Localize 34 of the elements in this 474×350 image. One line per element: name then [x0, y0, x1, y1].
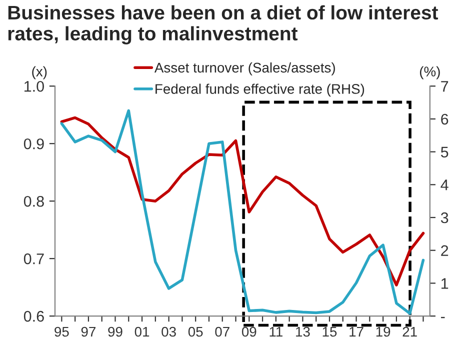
x-tick-label: 09 [242, 326, 256, 337]
line-series [60, 116, 425, 286]
y-tick-label: 1.0 [24, 80, 44, 92]
y2-tick-label: 4 [440, 180, 448, 190]
y-axis-title: (x) [32, 66, 47, 80]
y2-tick-label: 3 [440, 212, 448, 224]
x-tick-label: 95 [54, 326, 69, 337]
x-tick-label: 13 [296, 326, 310, 337]
line-series [60, 109, 425, 315]
x-tick-label: 01 [134, 326, 150, 337]
y2-axis-title: (%) [420, 66, 440, 80]
x-tick-label: 11 [270, 326, 282, 337]
y-tick-label: 0.7 [24, 253, 44, 264]
y2-tick-label: 6 [441, 114, 448, 125]
y2-tick-label: 2 [441, 245, 448, 256]
y2-tick-label: 5 [440, 146, 448, 158]
x-tick-label: 03 [162, 326, 176, 337]
y2-tick-label: - [441, 316, 445, 318]
x-tick-label: 05 [188, 326, 203, 337]
x-tick-label: 99 [108, 326, 122, 337]
x-tick-label: 15 [322, 326, 337, 337]
x-tick-label: 07 [215, 326, 230, 337]
x-tick-label: 97 [81, 326, 96, 337]
legend-label: Asset turnover (Sales/assets) [154, 62, 335, 76]
x-tick-label: 21 [402, 326, 417, 337]
y-tick-label: 0.8 [24, 196, 44, 207]
y2-tick-label: 7 [441, 81, 448, 92]
y2-tick-label: 1 [442, 278, 448, 289]
x-tick-label: 19 [376, 326, 390, 337]
y-tick-label: 0.9 [24, 138, 44, 150]
y-tick-label: 0.6 [24, 310, 44, 322]
chart-title: Businesses have been on a diet of low interest rates, leading to malinvestment [8, 5, 438, 44]
x-tick-label: 17 [350, 326, 364, 337]
legend-label: Federal funds effective rate (RHS) [156, 84, 364, 97]
